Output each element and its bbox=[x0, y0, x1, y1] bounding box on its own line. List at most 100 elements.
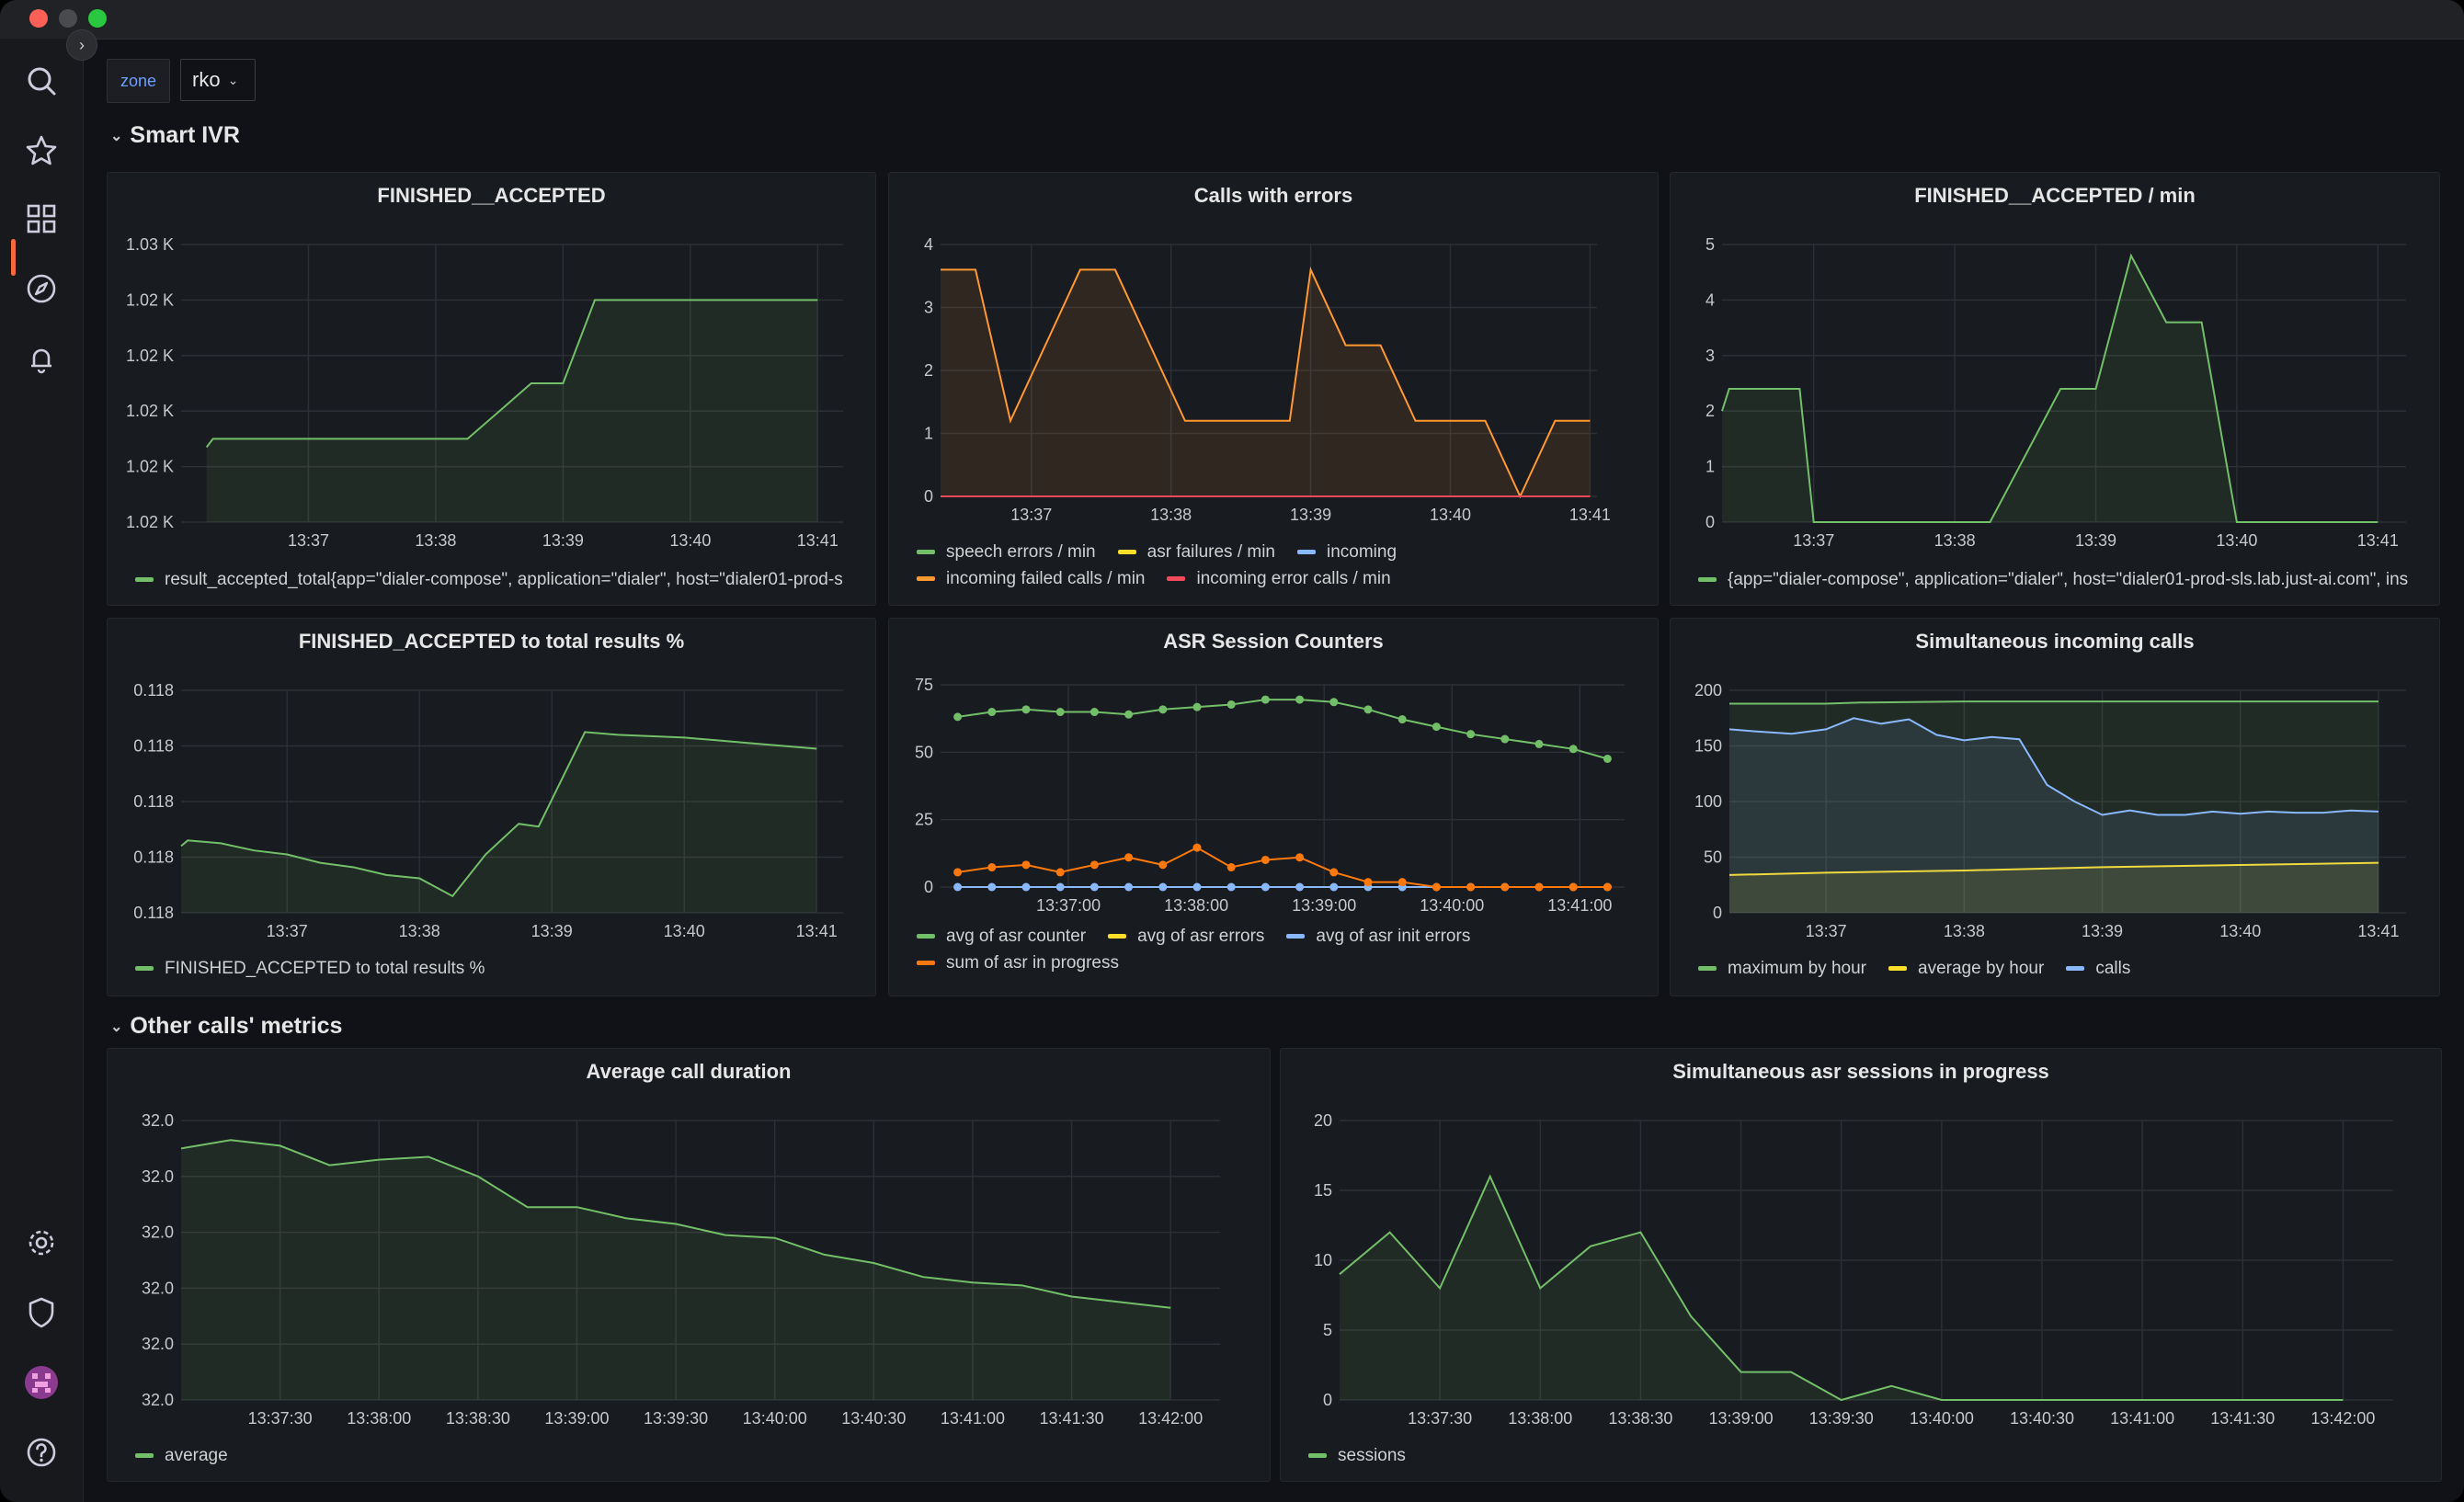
legend-item[interactable]: average by hour bbox=[1888, 959, 2044, 979]
legend-item[interactable]: incoming bbox=[1297, 542, 1397, 563]
legend-item[interactable]: avg of asr errors bbox=[1108, 927, 1264, 947]
expand-sidebar-button[interactable]: › bbox=[66, 29, 97, 61]
x-tick-label: 13:41:30 bbox=[2210, 1409, 2275, 1428]
panel-simultaneous-incoming-calls[interactable]: Simultaneous incoming calls 0 50 100 150 200… bbox=[1670, 618, 2440, 996]
x-tick-label: 13:40:00 bbox=[1910, 1409, 1974, 1428]
x-tick-label: 13:41:00 bbox=[1547, 896, 1612, 915]
y-tick-label: 1.02 K bbox=[126, 513, 174, 531]
legend-item[interactable]: incoming failed calls / min bbox=[917, 569, 1145, 589]
y-tick-label: 0 bbox=[1705, 513, 1715, 531]
legend-item[interactable]: sum of asr in progress bbox=[917, 953, 1119, 973]
legend-item[interactable]: result_accepted_total{app="dialer-compos… bbox=[135, 570, 843, 590]
data-point bbox=[1432, 882, 1441, 892]
x-tick-label: 13:38:00 bbox=[1508, 1409, 1572, 1428]
data-point bbox=[987, 882, 997, 892]
series-line-average-by-hour bbox=[1728, 861, 2379, 876]
legend-row: sessions bbox=[1308, 1442, 2412, 1469]
x-tick-label: 13:37:30 bbox=[248, 1409, 313, 1428]
panel-finished-accepted-ratio[interactable]: FINISHED_ACCEPTED to total results % 0.1… bbox=[107, 618, 876, 996]
legend-item[interactable]: avg of asr counter bbox=[917, 927, 1086, 947]
legend-item[interactable]: maximum by hour bbox=[1698, 959, 1866, 979]
x-tick-label: 13:40 bbox=[664, 922, 705, 940]
user-avatar-icon[interactable] bbox=[23, 1364, 60, 1401]
data-point bbox=[1329, 868, 1339, 877]
y-tick-label: 4 bbox=[1705, 290, 1715, 309]
alerting-bell-icon[interactable] bbox=[23, 340, 60, 377]
zone-select[interactable]: rko ⌄ bbox=[180, 59, 256, 101]
chart-legend: maximum by hour average by hour calls bbox=[1698, 955, 2424, 982]
y-tick-label: 0.118 bbox=[133, 792, 174, 811]
chart-legend: average bbox=[135, 1442, 1238, 1469]
legend-swatch bbox=[1888, 966, 1907, 971]
x-tick-label: 13:39 bbox=[2082, 922, 2123, 940]
legend-row: incoming failed calls / min incoming erro… bbox=[917, 565, 1643, 592]
legend-row: {app="dialer-compose", application="dial… bbox=[1698, 566, 2424, 593]
panel-calls-with-errors[interactable]: Calls with errors 0 1 2 3 4 13:37 13:38 13:39 13… bbox=[888, 172, 1659, 606]
legend-label: asr failures / min bbox=[1146, 541, 1275, 562]
starred-icon[interactable] bbox=[23, 132, 60, 169]
data-point bbox=[1534, 739, 1544, 748]
chevron-down-icon: ⌄ bbox=[227, 72, 239, 87]
legend-item[interactable]: sessions bbox=[1308, 1446, 1406, 1466]
shield-icon[interactable] bbox=[23, 1294, 60, 1331]
legend-item[interactable]: asr failures / min bbox=[1117, 541, 1275, 563]
chart-legend: FINISHED_ACCEPTED to total results % bbox=[135, 955, 852, 982]
data-point bbox=[1124, 882, 1134, 892]
data-point bbox=[1432, 723, 1441, 732]
row-toggle-other-calls[interactable]: ⌄ Other calls' metrics bbox=[110, 1013, 342, 1040]
data-point bbox=[1569, 882, 1578, 892]
legend-item[interactable]: avg of asr init errors bbox=[1286, 927, 1470, 947]
y-tick-label: 50 bbox=[915, 743, 933, 761]
x-tick-label: 13:41 bbox=[1569, 506, 1611, 524]
panel-asr-session-counters[interactable]: ASR Session Counters 0 25 50 75 13:37:00 13:3… bbox=[888, 618, 1659, 996]
legend-swatch bbox=[135, 577, 154, 582]
data-point bbox=[1261, 695, 1270, 704]
panel-finished-accepted[interactable]: FINISHED__ACCEPTED 1.02 K 1.02 K 1.02 K 1.0… bbox=[107, 172, 876, 606]
panel-title: FINISHED_ACCEPTED to total results % bbox=[298, 630, 685, 653]
data-point bbox=[1055, 882, 1065, 892]
dashboards-icon[interactable] bbox=[23, 200, 60, 237]
x-tick-label: 13:38 bbox=[399, 922, 440, 940]
x-tick-label: 13:40:30 bbox=[841, 1409, 906, 1428]
legend-label: avg of asr counter bbox=[946, 926, 1087, 946]
settings-gear-icon[interactable] bbox=[23, 1224, 60, 1261]
legend-item[interactable]: incoming error calls / min bbox=[1167, 569, 1391, 589]
data-point bbox=[1021, 860, 1031, 870]
x-tick-label: 13:40 bbox=[2219, 922, 2261, 940]
legend-swatch bbox=[1286, 934, 1306, 939]
data-point bbox=[1329, 698, 1339, 707]
y-tick-label: 100 bbox=[1694, 792, 1722, 811]
y-tick-label: 32.0 bbox=[142, 1111, 174, 1130]
series-line-result-accepted-total bbox=[205, 299, 818, 449]
zoom-window-button[interactable] bbox=[88, 9, 107, 28]
close-window-button[interactable] bbox=[29, 9, 48, 28]
data-point bbox=[1569, 745, 1578, 754]
panel-average-call-duration[interactable]: Average call duration 32.0 32.0 32.0 32.0 32… bbox=[107, 1048, 1271, 1482]
help-icon[interactable] bbox=[23, 1434, 60, 1471]
search-icon[interactable] bbox=[23, 63, 60, 99]
data-point bbox=[1021, 705, 1031, 714]
data-point bbox=[1055, 868, 1065, 877]
data-point bbox=[1158, 705, 1168, 714]
y-tick-label: 0 bbox=[924, 487, 933, 506]
legend-item[interactable]: FINISHED_ACCEPTED to total results % bbox=[135, 959, 485, 979]
minimize-window-button[interactable] bbox=[59, 9, 77, 28]
x-tick-label: 13:41:00 bbox=[2110, 1409, 2174, 1428]
explore-icon[interactable] bbox=[23, 270, 60, 307]
panel-title: FINISHED__ACCEPTED / min bbox=[1914, 184, 2196, 207]
series-area-finished-accepted-to-total-results bbox=[181, 732, 817, 913]
y-tick-label: 1.03 K bbox=[126, 235, 174, 254]
legend-item[interactable]: average bbox=[135, 1446, 228, 1466]
x-tick-label: 13:39 bbox=[542, 531, 584, 550]
legend-item[interactable]: speech errors / min bbox=[917, 542, 1096, 563]
row-toggle-smart-ivr[interactable]: ⌄ Smart IVR bbox=[110, 122, 240, 149]
panel-simultaneous-asr-sessions[interactable]: Simultaneous asr sessions in progress 0 5… bbox=[1280, 1048, 2442, 1482]
x-tick-label: 13:42:00 bbox=[2310, 1409, 2375, 1428]
panel-finished-accepted-per-min[interactable]: FINISHED__ACCEPTED / min 0 1 2 3 4 5 13:37 13:3… bbox=[1670, 172, 2440, 606]
legend-label: {app="dialer-compose", application="dial… bbox=[1728, 569, 2409, 589]
chart-simultaneous-asr-sessions: 0 5 10 15 20 13:37:30 13:38:00 13:38:30 13:39:00… bbox=[1314, 1111, 2393, 1428]
legend-item[interactable]: calls bbox=[2066, 959, 2130, 979]
data-point bbox=[1295, 853, 1305, 862]
legend-item[interactable]: {app="dialer-compose", application="dial… bbox=[1698, 570, 2408, 590]
x-tick-label: 13:38:30 bbox=[1608, 1409, 1672, 1428]
